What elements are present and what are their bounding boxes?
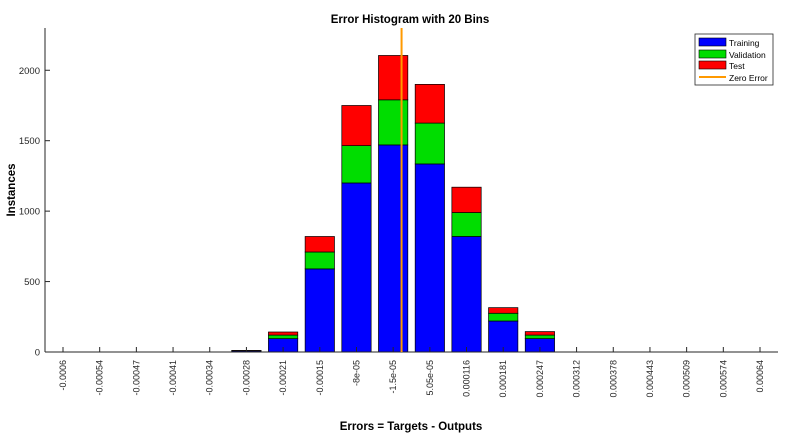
x-tick-label: 0.000181 (498, 360, 508, 398)
legend-swatch-training (699, 38, 726, 46)
bar-training-7 (305, 269, 334, 352)
legend-label-zero-error: Zero Error (729, 73, 768, 83)
bar-test-13 (525, 332, 554, 336)
bar-training-10 (415, 164, 444, 352)
bar-training-11 (452, 236, 481, 352)
legend: Training Validation Test Zero Error (695, 34, 773, 85)
x-tick-label: -1.5e-05 (388, 360, 398, 394)
x-tick-label: -8e-05 (351, 360, 361, 386)
legend-swatch-validation (699, 50, 726, 58)
x-tick-label: 5.05e-05 (425, 360, 435, 396)
y-tick-label: 1000 (19, 207, 40, 218)
y-axis-label: Instances (6, 163, 18, 216)
x-tick-label: 0.000574 (718, 360, 728, 398)
x-tick-label: 0.000247 (535, 360, 545, 398)
x-tick-label: -0.00047 (131, 360, 141, 396)
bar-validation-12 (489, 313, 518, 321)
y-tick-label: 500 (24, 277, 40, 288)
bar-training-9 (378, 145, 407, 352)
legend-label-training: Training (729, 38, 760, 48)
x-axis-label: Errors = Targets - Outputs (340, 421, 483, 433)
bar-test-8 (342, 105, 371, 145)
bar-validation-8 (342, 146, 371, 183)
x-tick-label: -0.00021 (278, 360, 288, 396)
legend-swatch-test (699, 61, 726, 69)
bar-validation-6 (268, 335, 297, 339)
bar-validation-7 (305, 252, 334, 269)
bar-test-7 (305, 236, 334, 252)
x-tick-label: 0.000509 (682, 360, 692, 398)
y-tick-label: 2000 (19, 66, 40, 77)
bar-test-12 (489, 308, 518, 314)
x-tick-label: -0.00034 (205, 360, 215, 396)
legend-label-validation: Validation (729, 50, 766, 60)
bar-test-11 (452, 187, 481, 212)
legend-label-test: Test (729, 61, 745, 71)
bar-test-10 (415, 84, 444, 123)
y-tick-label: 1500 (19, 136, 40, 147)
bar-validation-10 (415, 123, 444, 164)
y-tick-label: 0 (35, 348, 40, 359)
x-tick-label: -0.0006 (58, 360, 68, 391)
x-tick-label: -0.00015 (315, 360, 325, 396)
x-tick-label: -0.00028 (241, 360, 251, 396)
bar-validation-13 (525, 335, 554, 339)
bar-validation-9 (378, 100, 407, 145)
x-tick-label: 0.00064 (755, 360, 765, 393)
bar-test-6 (268, 332, 297, 335)
x-ticks-layer: -0.0006 -0.00054 -0.00047 -0.00041 -0.00034 -… (58, 347, 765, 398)
chart-title: Error Histogram with 20 Bins (331, 14, 489, 26)
x-tick-label: 0.000378 (608, 360, 618, 398)
x-tick-label: 0.000443 (645, 360, 655, 398)
axes-layer (45, 28, 778, 352)
bar-test-9 (378, 55, 407, 99)
x-tick-label: 0.000116 (462, 360, 472, 397)
bar-training-8 (342, 183, 371, 352)
bars-layer (232, 55, 555, 352)
x-tick-label: -0.00054 (95, 360, 105, 396)
bar-validation-11 (452, 213, 481, 237)
x-tick-label: 0.000312 (572, 360, 582, 398)
x-tick-label: -0.00041 (168, 360, 178, 396)
